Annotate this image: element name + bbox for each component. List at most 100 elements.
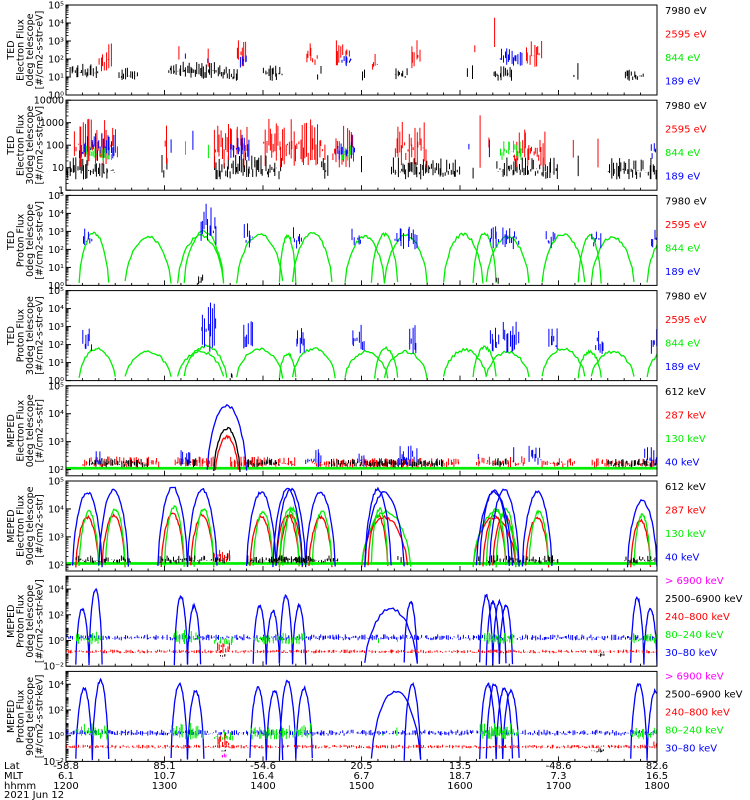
footer-hhmm-2: 1400 (250, 781, 275, 792)
panel-2-legend-2: 844 eV (665, 243, 700, 254)
footer-lat-4: 13.5 (449, 761, 471, 772)
panel-1-series-2-mark-1 (170, 130, 194, 153)
panel-5-series-3-mark-4 (245, 491, 277, 567)
panel-6-series-4-mark-0 (220, 654, 227, 657)
panel-2-series-1-mark-11 (651, 229, 657, 248)
panel-7-series-2-mark-6 (487, 726, 519, 740)
panel-5-series-3-mark-2 (157, 486, 189, 567)
panel-5-series-1-mark-0 (75, 514, 100, 568)
panel-3-series-0-mark-2 (183, 343, 228, 378)
panel-3-series-0-mark-3 (176, 349, 225, 377)
panel-5-series-1-mark-4 (249, 514, 274, 566)
panel-5-series-3-mark-0 (71, 491, 103, 568)
panel-5-series-3-mark-12 (488, 488, 520, 567)
panel-2-ytick-label-1: 10¹ (48, 263, 64, 274)
footer-lat-1: 85.1 (153, 761, 175, 772)
panel-3-series-0-mark-13 (541, 347, 586, 377)
panel-7-series-1-mark-1 (91, 677, 110, 761)
panel-5-frame (65, 480, 658, 572)
footer-mlt-4: 18.7 (449, 771, 471, 782)
footer-hhmm-1: 1300 (152, 781, 177, 792)
panel-3-series-0-mark-6 (291, 347, 336, 379)
panel-2-series-1-mark-9 (545, 231, 556, 248)
panel-5-ytick-label-0: 10² (48, 560, 64, 571)
panel-0-series-2-mark-3 (499, 48, 523, 66)
panel-5-series-1-mark-3 (190, 513, 215, 568)
panel-7-series-1-mark-4 (249, 685, 267, 760)
panel-4-series-2-mark-0 (89, 458, 148, 468)
panel-0-series-1-mark-5 (372, 54, 378, 70)
panel-3-series-1-mark-5 (407, 325, 417, 354)
panel-0-ytick-label-5: 10⁵ (48, 1, 64, 12)
panel-6-ytick-label-3: 10⁴ (48, 585, 64, 596)
panel-5-series-5-mark-0 (213, 549, 230, 562)
panel-5-legend-1: 287 keV (665, 506, 706, 517)
panel-7-ylabel-line-3: [#/cm2-s-str-keV] (35, 674, 46, 758)
panel-7-legend-1: 2500–6900 keV (665, 689, 743, 700)
panel-5-series-3-mark-13 (521, 490, 553, 567)
panel-0-series-0-mark-8 (466, 65, 473, 79)
panel-2-series-0-mark-5 (278, 233, 297, 284)
panel-7-series-2-mark-1 (171, 722, 204, 740)
panel-3-series-0-mark-10 (442, 347, 487, 377)
panel-2-legend-1: 2595 eV (665, 220, 707, 231)
panel-4-series-6-mark-0 (214, 434, 240, 471)
panel-3-series-1-mark-4 (352, 324, 365, 351)
panel-0-series-0-mark-3 (226, 69, 238, 81)
panel-5-ylabel-line-1: Electron Flux (16, 495, 27, 557)
panel-2-ylabel-line-1: Proton Flux (16, 213, 27, 267)
panel-5-series-2-mark-9 (370, 507, 389, 566)
panel-5-ylabel-line-2: 90deg telescope (25, 486, 36, 565)
panel-6-series-1-mark-11 (492, 598, 507, 666)
panel-4-series-3-mark-7 (644, 447, 657, 467)
panel-5-series-4-mark-5 (397, 556, 402, 563)
panel-0-series-2-mark-0 (184, 53, 209, 63)
panel-7-series-1-mark-3 (186, 689, 205, 759)
footer-hhmm-5: 1700 (546, 781, 571, 792)
panel-2-series-2-mark-0 (198, 274, 204, 285)
panel-5-ytick-label-2: 10⁴ (48, 504, 64, 515)
panel-6-series-2-mark-4 (378, 639, 398, 644)
panel-2-series-0-mark-6 (291, 231, 333, 283)
panel-2-series-1-mark-7 (502, 227, 520, 250)
panel-2-series-2-mark-1 (495, 277, 499, 284)
panel-5-series-1-mark-9 (367, 514, 389, 567)
panel-7-legend-2: 240–800 keV (665, 707, 730, 718)
panel-3-series-0-mark-4 (236, 347, 284, 379)
panel-7-series-1-mark-11 (495, 687, 514, 760)
panel-1-ytick-label-0: 1 (58, 186, 64, 197)
panel-3-ytick-label-4: 10⁴ (48, 304, 64, 315)
panel-4-ylabel-line-0: MEPED (6, 414, 17, 447)
panel-3-series-0-mark-11 (472, 345, 497, 378)
panel-1-ytick-label-3: 1000 (40, 118, 64, 129)
panel-6-series-0-mark-0 (66, 634, 657, 641)
panel-1-series-1-mark-1 (164, 125, 167, 164)
panel-6-ytick-label-2: 10² (48, 610, 64, 621)
panel-4-legend-0: 612 keV (665, 387, 706, 398)
panel-6-series-1-mark-10 (479, 593, 494, 666)
panel-7-series-3-mark-0 (66, 744, 657, 749)
panel-6-series-1-mark-13 (498, 604, 514, 665)
panel-0-series-1-mark-7 (474, 17, 496, 53)
panel-2-ytick-label-5: 10⁵ (48, 191, 64, 202)
panel-7-series-4-mark-1 (591, 748, 604, 753)
panel-6-ylabel-line-0: MEPED (6, 605, 17, 638)
panel-6-series-4-mark-1 (598, 653, 605, 657)
panel-6-series-3-mark-0 (66, 649, 657, 654)
panel-5-series-2-mark-7 (311, 510, 333, 566)
panel-4-data (66, 403, 657, 472)
footer-mlt-1: 10.7 (153, 771, 175, 782)
panel-5-series-3-mark-9 (364, 486, 392, 566)
panel-2-series-1-mark-3 (293, 227, 302, 249)
panel-1-series-0-mark-2 (214, 154, 282, 180)
panel-4-series-3-mark-4 (398, 445, 418, 467)
panel-1-legend-1: 2595 eV (665, 125, 707, 136)
panel-0-data (69, 17, 644, 81)
panel-0-series-1-mark-0 (98, 43, 112, 72)
footer-mlt-6: 16.5 (646, 771, 668, 782)
footer-row-label-mlt: MLT (4, 771, 24, 782)
panel-3-ytick-label-0: 10⁰ (48, 376, 64, 387)
panel-1-series-3-mark-3 (500, 140, 522, 160)
